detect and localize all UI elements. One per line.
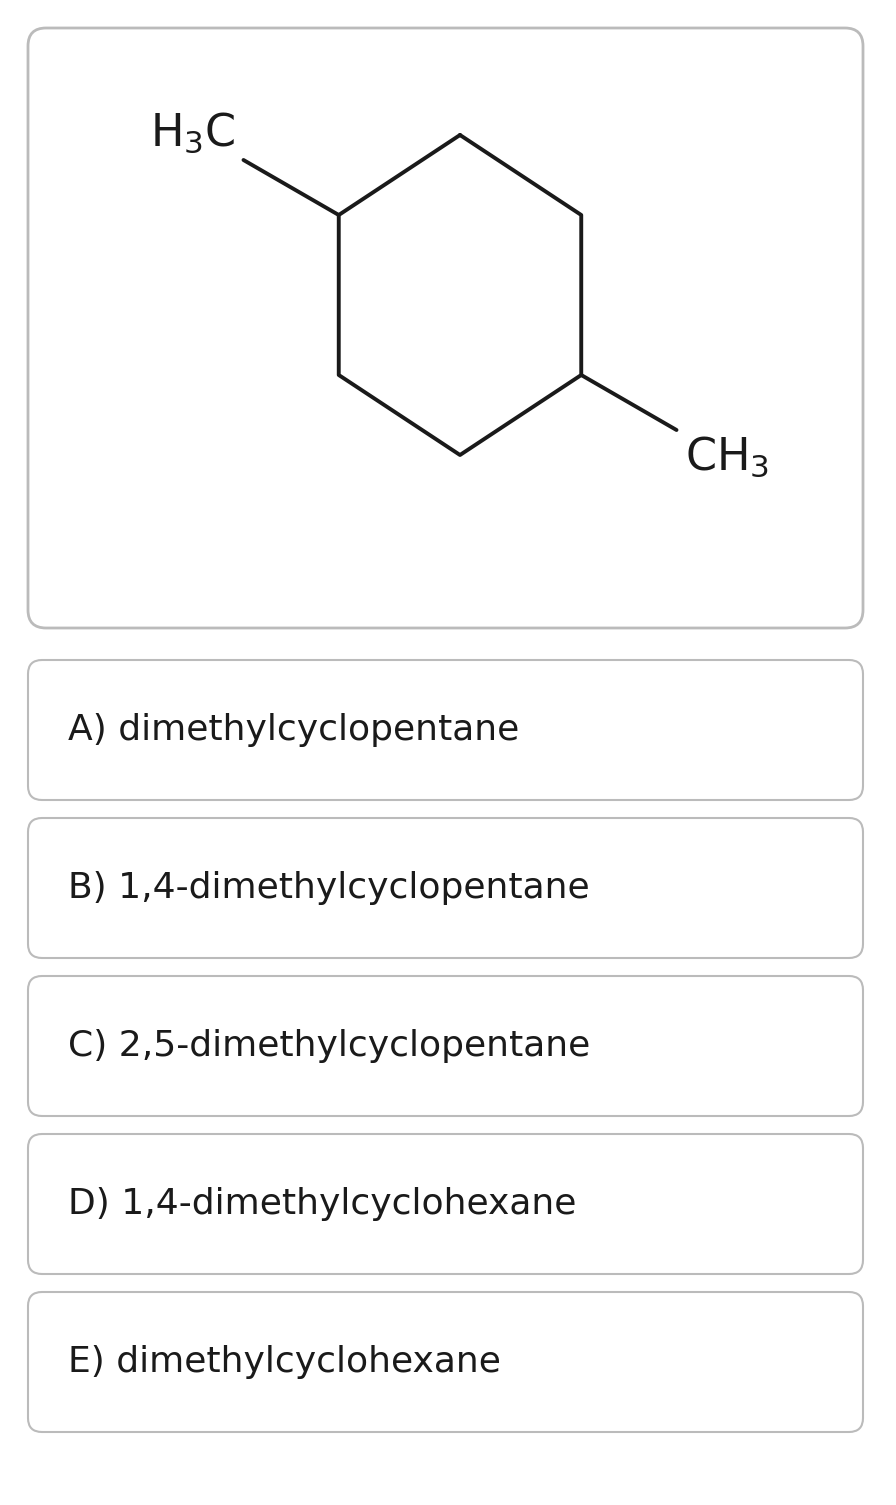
FancyBboxPatch shape: [28, 29, 863, 628]
Text: E) dimethylcyclohexane: E) dimethylcyclohexane: [68, 1345, 501, 1379]
Text: H$_3$C: H$_3$C: [150, 110, 236, 155]
Text: B) 1,4-dimethylcyclopentane: B) 1,4-dimethylcyclopentane: [68, 871, 590, 905]
FancyBboxPatch shape: [28, 1133, 863, 1275]
Text: A) dimethylcyclopentane: A) dimethylcyclopentane: [68, 713, 520, 746]
FancyBboxPatch shape: [28, 661, 863, 801]
FancyBboxPatch shape: [28, 977, 863, 1117]
Text: D) 1,4-dimethylcyclohexane: D) 1,4-dimethylcyclohexane: [68, 1187, 576, 1221]
Text: CH$_3$: CH$_3$: [685, 435, 769, 480]
Text: C) 2,5-dimethylcyclopentane: C) 2,5-dimethylcyclopentane: [68, 1029, 590, 1063]
FancyBboxPatch shape: [28, 819, 863, 959]
FancyBboxPatch shape: [28, 1291, 863, 1431]
